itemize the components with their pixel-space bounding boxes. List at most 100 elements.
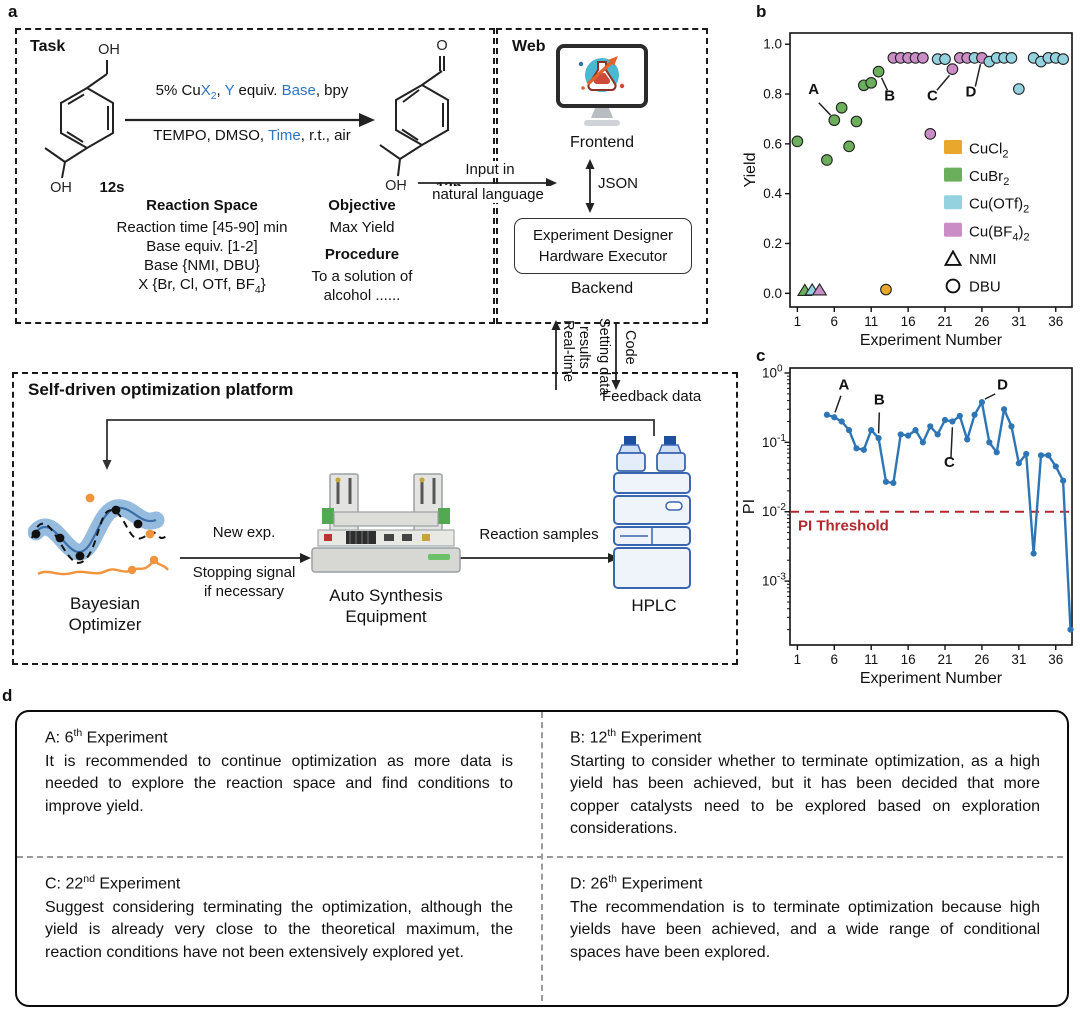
svg-text:16: 16	[901, 314, 916, 329]
rs-line4-a: X {Br, Cl, OTf, BF	[138, 276, 255, 293]
svg-text:31: 31	[1011, 652, 1026, 667]
monitor-icon	[556, 44, 648, 126]
reaction-space-line3: Base {NMI, DBU}	[144, 257, 260, 274]
panel-a-label: a	[8, 2, 18, 21]
svg-text:1: 1	[794, 314, 802, 329]
mol-12s-oh-bottom: OH	[50, 180, 72, 196]
svg-text:B: B	[874, 392, 885, 409]
svg-text:26: 26	[974, 652, 989, 667]
backend-label: Backend	[570, 280, 634, 297]
svg-text:0.4: 0.4	[763, 186, 782, 201]
input-arrow-label-top: Input in	[432, 161, 548, 178]
note-a-header: A: 6th Experiment	[45, 722, 513, 750]
svg-text:6: 6	[831, 652, 839, 667]
svg-text:0.2: 0.2	[763, 236, 782, 251]
svg-text:Cu(BF4)2: Cu(BF4)2	[969, 223, 1030, 243]
svg-text:Experiment Number: Experiment Number	[860, 670, 1003, 687]
note-a-body: It is recommended to continue optimizati…	[45, 752, 513, 815]
dataflow-arrows	[551, 320, 621, 390]
svg-text:PI: PI	[742, 499, 758, 514]
svg-text:10-1: 10-1	[762, 433, 786, 450]
svg-text:21: 21	[938, 314, 953, 329]
feedback-arrow	[106, 419, 655, 462]
stopping-signal-label2: if necessary	[203, 583, 285, 600]
svg-text:6: 6	[831, 314, 839, 329]
note-b-head-sup: th	[607, 727, 617, 739]
equipment-label-line2: Equipment	[345, 607, 427, 626]
cond-y: Y	[224, 82, 235, 99]
json-arrow	[585, 159, 595, 213]
platform-title: Self-driven optimization platform	[28, 380, 294, 399]
conditions-bottom: TEMPO, DMSO, Time, r.t., air	[112, 127, 392, 144]
panel-b-label: b	[756, 2, 767, 21]
note-b: B: 12th Experiment Starting to consider …	[570, 722, 1040, 841]
svg-text:A: A	[808, 81, 819, 98]
bayesian-label-line2: Optimizer	[68, 615, 142, 634]
code-label: Code	[622, 330, 638, 365]
svg-text:Experiment Number: Experiment Number	[860, 332, 1003, 346]
note-a: A: 6th Experiment It is recommended to c…	[45, 722, 513, 818]
note-c-head-post: Experiment	[94, 875, 181, 893]
task-title: Task	[30, 38, 66, 55]
cond-x: X	[200, 82, 211, 99]
cond-tempo: TEMPO, DMSO,	[153, 127, 268, 144]
new-exp-label: New exp.	[212, 524, 276, 541]
hplc-label: HPLC	[631, 596, 677, 615]
mol-12s-oh-top: OH	[98, 42, 120, 58]
cond-equiv: equiv.	[234, 82, 282, 99]
note-d-header: D: 26th Experiment	[570, 868, 1040, 896]
cond-bpy: , bpy	[315, 82, 349, 99]
reaction-space-header: Reaction Space	[146, 197, 258, 214]
hplc-graphic	[613, 436, 691, 589]
realtime-results-label-line2: results	[576, 326, 592, 369]
bayesian-optimizer-graphic	[28, 493, 169, 576]
rs-line4-b: }	[260, 276, 266, 293]
note-b-header: B: 12th Experiment	[570, 722, 1040, 750]
reaction-space-line2: Base equiv. [1-2]	[146, 238, 258, 255]
svg-text:11: 11	[864, 314, 878, 329]
note-d-head-sup: th	[608, 873, 618, 885]
input-arrow-label-bottom: natural language	[405, 186, 571, 203]
note-c-head-sup: nd	[83, 873, 95, 885]
svg-text:36: 36	[1048, 314, 1063, 329]
json-label: JSON	[598, 175, 639, 192]
designer-line2: Hardware Executor	[538, 248, 668, 265]
svg-text:C: C	[944, 454, 955, 471]
setting-data-label: Setting data	[596, 318, 612, 396]
reaction-samples-label: Reaction samples	[479, 526, 599, 543]
notes-divider-horizontal	[17, 856, 1063, 858]
note-a-head-pre: A: 6	[45, 729, 74, 747]
svg-text:10-3: 10-3	[762, 572, 786, 589]
web-title: Web	[512, 38, 546, 55]
platform-arrows	[102, 419, 655, 563]
cond-base: Base	[281, 82, 316, 99]
svg-text:0.6: 0.6	[763, 136, 782, 151]
svg-text:DBU: DBU	[969, 279, 1001, 296]
cond-comma: ,	[216, 82, 225, 99]
note-a-head-sup: th	[73, 727, 83, 739]
note-d-body: The recommendation is to terminate optim…	[570, 898, 1040, 961]
note-d: D: 26th Experiment The recommendation is…	[570, 868, 1040, 964]
panel-d-label: d	[2, 686, 13, 705]
svg-text:D: D	[965, 84, 976, 101]
svg-text:C: C	[927, 87, 938, 104]
cond-rt-air: , r.t., air	[300, 127, 351, 144]
note-d-head-post: Experiment	[617, 875, 703, 893]
svg-text:0.8: 0.8	[763, 87, 782, 102]
objective-line: Max Yield	[329, 219, 395, 236]
svg-text:D: D	[997, 376, 1008, 393]
svg-text:CuCl2: CuCl2	[969, 141, 1008, 161]
input-arrow	[418, 178, 557, 188]
web-box: Web Frontend JSON Experiment Designer H	[496, 28, 708, 324]
experiment-designer-box: Experiment Designer Hardware Executor	[514, 218, 692, 274]
svg-text:CuBr2: CuBr2	[969, 168, 1009, 188]
frontend-label: Frontend	[569, 134, 635, 151]
mol-12p-oh-bottom: OH	[385, 178, 407, 194]
task-box: Task OH OH 12s	[15, 28, 495, 324]
note-d-head-pre: D: 26	[570, 875, 609, 893]
svg-text:PI Threshold: PI Threshold	[798, 518, 889, 535]
svg-text:NMI: NMI	[969, 251, 997, 268]
cond-cu: 5% Cu	[155, 82, 201, 99]
